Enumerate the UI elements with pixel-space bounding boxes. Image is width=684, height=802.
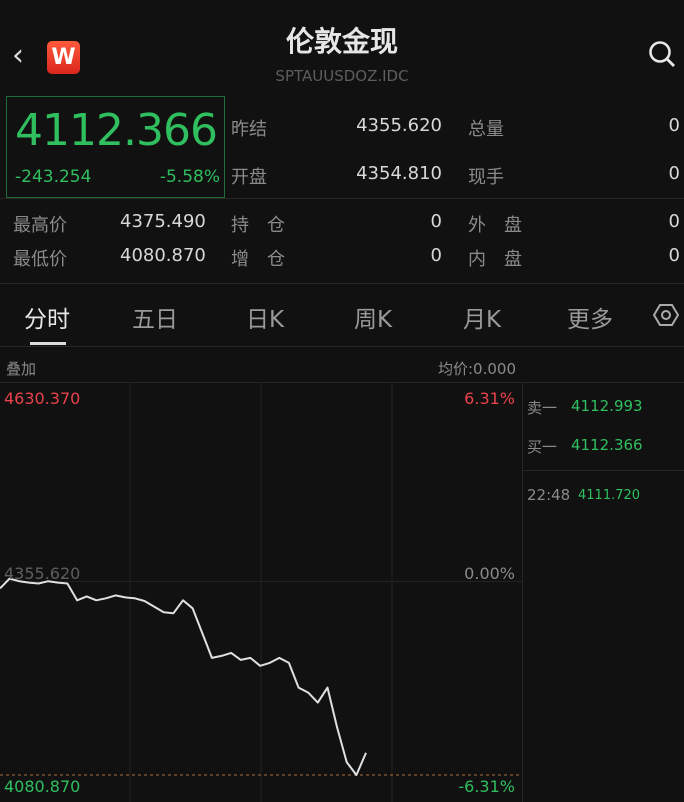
price-line bbox=[0, 577, 367, 776]
field-value: 4375.490 bbox=[120, 211, 206, 232]
field-value: 0 bbox=[668, 163, 680, 184]
field-value: 0 bbox=[430, 211, 442, 232]
price-change-pct: -5.58% bbox=[159, 167, 220, 187]
pct-label-top: 6.31% bbox=[464, 389, 515, 408]
field-label: 总量 bbox=[468, 119, 504, 140]
overlay-button[interactable]: 叠加 bbox=[6, 360, 37, 378]
divider bbox=[0, 346, 684, 347]
tab-weekly-k[interactable]: 周K bbox=[354, 307, 393, 333]
page-title: 伦敦金现 bbox=[285, 25, 398, 58]
pct-label-mid: 0.00% bbox=[464, 564, 515, 583]
field-value: 0 bbox=[668, 211, 680, 232]
field-label: 外 盘 bbox=[468, 215, 522, 236]
tab-intraday[interactable]: 分时 bbox=[24, 307, 70, 333]
field-value: 4080.870 bbox=[120, 245, 206, 266]
field-label: 增 仓 bbox=[231, 249, 285, 270]
pct-label-bottom: -6.31% bbox=[458, 777, 515, 796]
settings-icon[interactable] bbox=[653, 303, 679, 327]
field-value: 4355.620 bbox=[356, 115, 442, 136]
divider bbox=[0, 198, 684, 199]
field-value: 0 bbox=[430, 245, 442, 266]
field-value: 0 bbox=[668, 245, 680, 266]
tab-more[interactable]: 更多 bbox=[567, 307, 613, 333]
field-label: 开盘 bbox=[231, 167, 267, 188]
search-icon[interactable] bbox=[648, 40, 676, 68]
divider bbox=[523, 470, 684, 471]
field-label: 内 盘 bbox=[468, 249, 522, 270]
intraday-chart bbox=[0, 383, 522, 802]
avg-price: 均价:0.000 bbox=[438, 360, 516, 378]
tab-daily-k[interactable]: 日K bbox=[246, 307, 285, 333]
field-label: 昨结 bbox=[231, 119, 267, 140]
bid-price: 4112.366 bbox=[571, 436, 643, 454]
field-label: 最高价 bbox=[13, 215, 67, 236]
back-button[interactable]: ‹ bbox=[12, 38, 24, 73]
field-label: 最低价 bbox=[13, 249, 67, 270]
field-value: 4354.810 bbox=[356, 163, 442, 184]
price-change: -243.254 bbox=[15, 167, 92, 187]
ask-label: 卖一 bbox=[527, 399, 558, 417]
field-label: 持 仓 bbox=[231, 215, 285, 236]
active-tab-indicator bbox=[30, 342, 66, 345]
bid-label: 买一 bbox=[527, 438, 558, 456]
tab-monthly-k[interactable]: 月K bbox=[463, 307, 502, 333]
tick-time: 22:48 bbox=[527, 486, 571, 504]
tab-5day[interactable]: 五日 bbox=[132, 307, 178, 333]
ask-price: 4112.993 bbox=[571, 397, 643, 415]
last-price: 4112.366 bbox=[15, 105, 218, 156]
price-box: 4112.366 -243.254 -5.58% bbox=[6, 96, 225, 198]
field-label: 现手 bbox=[468, 167, 504, 188]
field-value: 0 bbox=[668, 115, 680, 136]
divider bbox=[0, 382, 684, 383]
y-label-bottom: 4080.870 bbox=[4, 777, 81, 796]
divider bbox=[522, 383, 523, 802]
divider bbox=[0, 283, 684, 284]
app-logo: W bbox=[47, 41, 80, 74]
symbol-code: SPTAUUSDOZ.IDC bbox=[275, 67, 409, 85]
y-label-mid: 4355.620 bbox=[4, 564, 81, 583]
tick-price: 4111.720 bbox=[578, 488, 641, 503]
y-label-top: 4630.370 bbox=[4, 389, 81, 408]
